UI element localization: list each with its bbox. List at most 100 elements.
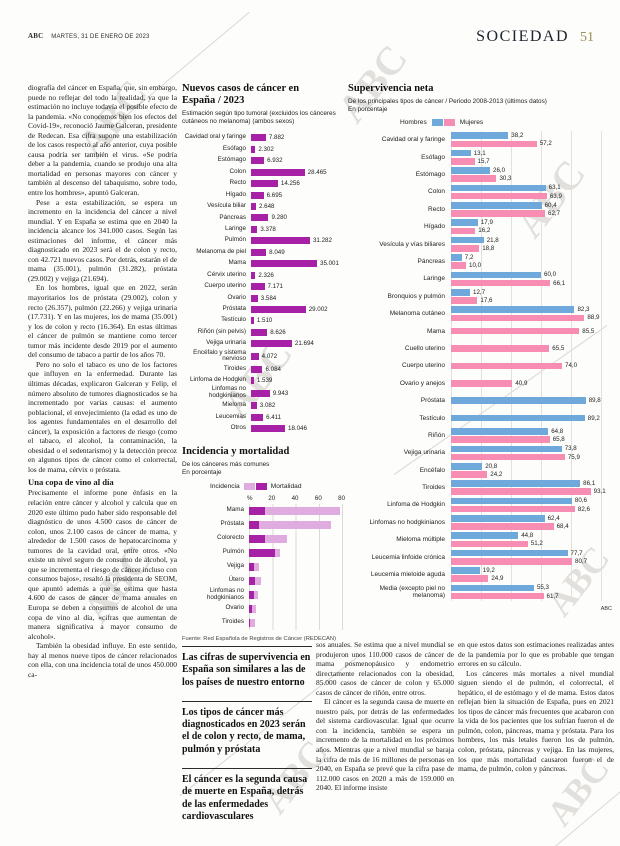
bar: [251, 180, 278, 188]
bar-value: 3.584: [260, 294, 277, 302]
bar-value: 17,9: [480, 219, 493, 227]
mujeres-bar: [451, 488, 591, 496]
bar-row: Cuerpo uterino 7.171: [182, 281, 342, 292]
bar-value: 30,3: [499, 175, 512, 183]
bar-value: 7.882: [268, 134, 285, 142]
page-header: ABC MARTES, 31 DE ENERO DE 2023 SOCIEDAD…: [28, 28, 594, 50]
mujeres-bar: [451, 262, 466, 269]
bar-track: 65,5: [451, 339, 614, 358]
bar-track: 21,8 18,8: [451, 235, 614, 253]
incidencia-bar: [249, 618, 255, 627]
bar-group: Esófago 13,1 15,7: [348, 148, 614, 166]
bar-group: Recto 60,4 62,7: [348, 200, 614, 219]
bar-row: Tiroides 6.084: [182, 363, 342, 374]
bar: [251, 389, 270, 397]
bar-value: 40,9: [515, 379, 528, 387]
chart-subtitle: De los principales tipos de cáncer / Per…: [348, 98, 547, 105]
bar-group: Mama 85,5: [348, 322, 614, 340]
bar-group: Encéfalo 20,8 24,2: [348, 461, 614, 479]
brand-logo: ABC: [28, 32, 44, 40]
bar-row: Colorecto: [182, 531, 348, 546]
bar-row: Leucemias 6.411: [182, 411, 342, 422]
bar-label: Próstata: [220, 520, 244, 528]
bar-value: 60,4: [544, 201, 557, 209]
bar-row: Riñón (sin pelvis) 8.626: [182, 327, 342, 338]
bar-label: Tiroides: [223, 364, 246, 372]
article-paragraph: Precisamente el informe pone énfasis en …: [28, 488, 177, 641]
bar-label: Mieloma múltiple: [396, 536, 445, 544]
bar-row: Encéfalo y sistema nervioso 4.072: [182, 349, 342, 364]
hombres-bar: [451, 497, 572, 505]
hombres-bar: [451, 184, 546, 192]
hombres-bar: [451, 236, 484, 244]
bar-label: Vejiga: [226, 562, 244, 570]
bar-value: 89,2: [587, 414, 600, 422]
bar-label: Testículo: [221, 316, 246, 324]
bar-value: 55,3: [536, 584, 549, 592]
bar-row: Próstata: [182, 517, 348, 532]
article-paragraph: en que estos datos son estimaciones real…: [458, 640, 614, 669]
bar-value: 12,7: [473, 288, 486, 296]
mujeres-bar: [451, 471, 488, 478]
bar-label: Linfomas no hodgkinianos: [206, 586, 244, 601]
bar-row: Colon 28.465: [182, 167, 342, 178]
mujeres-bar-wrap: 61,7: [451, 593, 614, 600]
bar-track: 44,8 51,2: [451, 531, 614, 549]
bar-label: Laringe: [224, 224, 246, 232]
bar-group: Cavidad oral y faringe 38,2 57,2: [348, 131, 614, 149]
mujeres-bar: [451, 345, 550, 352]
bar-value: 8.626: [270, 328, 286, 336]
bar-value: 18,8: [482, 244, 495, 252]
bar-value: 10,0: [469, 262, 482, 270]
bar-value: 61,7: [546, 592, 559, 600]
bar-label: Mama: [426, 327, 445, 335]
bar-row: Pulmón: [182, 545, 348, 560]
mujeres-bar: [451, 362, 562, 370]
mujeres-swatch-icon: [443, 119, 455, 127]
bar-track: 13,1 15,7: [451, 148, 614, 166]
bar-value: 13,1: [473, 149, 486, 157]
bar-value: 21.694: [294, 340, 314, 348]
bar-value: 6.084: [265, 365, 281, 373]
bar-label: Ovario: [225, 604, 244, 612]
article-subhead: Una copa de vino al día: [28, 477, 114, 488]
bar-label: Laringe: [423, 275, 445, 283]
hombres-swatch-icon: [431, 119, 443, 127]
bar-row: Vejiga: [182, 559, 348, 574]
bar-value: 75,9: [567, 453, 580, 461]
chart-unit: En porcentaje: [348, 105, 388, 113]
mortalidad-bar: [249, 520, 260, 529]
bar-label: Ovario y anejos: [399, 379, 445, 387]
bar-value: 24,9: [491, 575, 504, 583]
mujeres-bar-wrap: 63,9: [451, 193, 614, 200]
bar-track: 62,4 68,4: [451, 513, 614, 532]
mujeres-bar: [451, 575, 489, 583]
mortalidad-bar: [249, 534, 266, 543]
bar-label: Linfomas no hodgkinianos: [208, 385, 246, 400]
legend-label-incidencia: Incidencia: [210, 482, 240, 490]
article-paragraph: El cáncer es la segunda causa de muerte …: [316, 697, 454, 793]
incidencia-bar: [249, 506, 340, 515]
bar-label: Colorecto: [217, 534, 244, 542]
bar: [251, 365, 263, 373]
mujeres-bar-wrap: 65,5: [451, 345, 614, 352]
bar-value: 93,1: [593, 488, 606, 496]
bar: [251, 203, 256, 211]
bar-label: Vesícula biliar: [207, 202, 246, 210]
hombres-bar-wrap: 19,2: [451, 567, 614, 574]
bar-value: 77,7: [570, 549, 583, 557]
hombres-bar: [451, 480, 581, 487]
bar-track: 82,3 88,9: [451, 305, 614, 323]
bar: [251, 425, 286, 433]
bar-label: Esófago: [421, 153, 445, 161]
hombres-bar-wrap: 17,9: [451, 219, 614, 226]
bar-track: 85,5: [451, 322, 614, 340]
bar-label: Linfomas no hodgkinianos: [369, 518, 445, 526]
bar: [251, 376, 254, 384]
page-number: 51: [580, 30, 594, 45]
bar-value: 80,7: [575, 557, 588, 565]
bar-track: 60,0 66,1: [451, 270, 614, 288]
bar-value: 74,0: [565, 362, 578, 370]
bar-label: Hígado: [424, 223, 445, 231]
